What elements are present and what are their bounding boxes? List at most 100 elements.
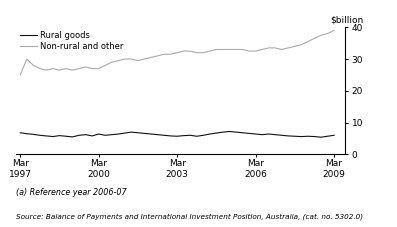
Rural goods — [110, 133, 114, 136]
Non-rural and other — [253, 50, 258, 52]
Rural goods — [319, 136, 324, 138]
Rural goods — [162, 134, 166, 137]
Text: $billion: $billion — [330, 16, 364, 25]
Non-rural and other — [24, 58, 29, 60]
Non-rural and other — [195, 51, 199, 54]
Non-rural and other — [201, 51, 206, 54]
Non-rural and other — [240, 48, 245, 51]
Non-rural and other — [18, 74, 23, 76]
Non-rural and other — [181, 50, 186, 52]
Rural goods — [70, 136, 75, 138]
Rural goods — [214, 132, 219, 134]
Rural goods — [306, 135, 310, 138]
Non-rural and other — [96, 67, 101, 70]
Line: Non-rural and other: Non-rural and other — [20, 30, 334, 75]
Non-rural and other — [331, 29, 336, 32]
Rural goods — [50, 135, 55, 138]
Text: (a) Reference year 2006-07: (a) Reference year 2006-07 — [16, 188, 127, 197]
Rural goods — [266, 133, 271, 135]
Rural goods — [175, 135, 179, 138]
Non-rural and other — [325, 32, 330, 35]
Non-rural and other — [116, 59, 121, 62]
Non-rural and other — [155, 54, 160, 57]
Non-rural and other — [214, 48, 219, 51]
Non-rural and other — [306, 40, 310, 43]
Non-rural and other — [57, 69, 62, 72]
Rural goods — [24, 132, 29, 135]
Rural goods — [240, 131, 245, 134]
Rural goods — [83, 133, 88, 136]
Rural goods — [129, 131, 134, 133]
Rural goods — [293, 135, 297, 138]
Non-rural and other — [103, 64, 108, 67]
Non-rural and other — [129, 58, 134, 60]
Non-rural and other — [37, 67, 42, 70]
Non-rural and other — [312, 37, 317, 40]
Non-rural and other — [142, 58, 147, 60]
Rural goods — [57, 134, 62, 137]
Non-rural and other — [175, 51, 179, 54]
Rural goods — [325, 135, 330, 138]
Non-rural and other — [227, 48, 232, 51]
Rural goods — [299, 135, 304, 138]
Non-rural and other — [319, 34, 324, 37]
Rural goods — [135, 131, 140, 134]
Rural goods — [96, 133, 101, 135]
Rural goods — [103, 134, 108, 137]
Rural goods — [273, 133, 278, 136]
Non-rural and other — [293, 45, 297, 48]
Text: Source: Balance of Payments and International Investment Position, Australia, (c: Source: Balance of Payments and Internat… — [16, 213, 363, 220]
Rural goods — [37, 134, 42, 137]
Rural goods — [122, 132, 127, 134]
Non-rural and other — [299, 43, 304, 46]
Rural goods — [90, 135, 94, 137]
Rural goods — [286, 135, 291, 137]
Non-rural and other — [221, 48, 225, 51]
Rural goods — [233, 131, 238, 133]
Non-rural and other — [90, 67, 94, 70]
Rural goods — [116, 133, 121, 135]
Non-rural and other — [266, 47, 271, 49]
Rural goods — [44, 135, 49, 137]
Non-rural and other — [188, 50, 193, 52]
Rural goods — [221, 131, 225, 133]
Line: Rural goods: Rural goods — [20, 131, 334, 137]
Rural goods — [77, 134, 81, 137]
Non-rural and other — [162, 53, 166, 56]
Non-rural and other — [233, 48, 238, 51]
Non-rural and other — [110, 61, 114, 64]
Non-rural and other — [168, 53, 173, 56]
Rural goods — [155, 133, 160, 136]
Non-rural and other — [208, 50, 212, 52]
Non-rural and other — [286, 47, 291, 49]
Non-rural and other — [50, 67, 55, 70]
Rural goods — [312, 135, 317, 138]
Rural goods — [31, 133, 36, 136]
Non-rural and other — [122, 58, 127, 60]
Rural goods — [208, 133, 212, 135]
Rural goods — [64, 135, 68, 138]
Rural goods — [18, 131, 23, 134]
Rural goods — [260, 133, 264, 136]
Non-rural and other — [44, 69, 49, 72]
Rural goods — [279, 134, 284, 137]
Rural goods — [148, 133, 153, 135]
Non-rural and other — [77, 67, 81, 70]
Rural goods — [247, 132, 251, 135]
Rural goods — [181, 134, 186, 137]
Non-rural and other — [64, 67, 68, 70]
Rural goods — [168, 135, 173, 137]
Non-rural and other — [260, 48, 264, 51]
Rural goods — [227, 130, 232, 133]
Non-rural and other — [70, 69, 75, 72]
Legend: Rural goods, Non-rural and other: Rural goods, Non-rural and other — [20, 31, 123, 51]
Non-rural and other — [31, 64, 36, 67]
Rural goods — [331, 134, 336, 137]
Rural goods — [201, 134, 206, 137]
Non-rural and other — [83, 66, 88, 68]
Non-rural and other — [135, 59, 140, 62]
Non-rural and other — [273, 47, 278, 49]
Rural goods — [253, 133, 258, 135]
Rural goods — [142, 132, 147, 135]
Rural goods — [188, 134, 193, 137]
